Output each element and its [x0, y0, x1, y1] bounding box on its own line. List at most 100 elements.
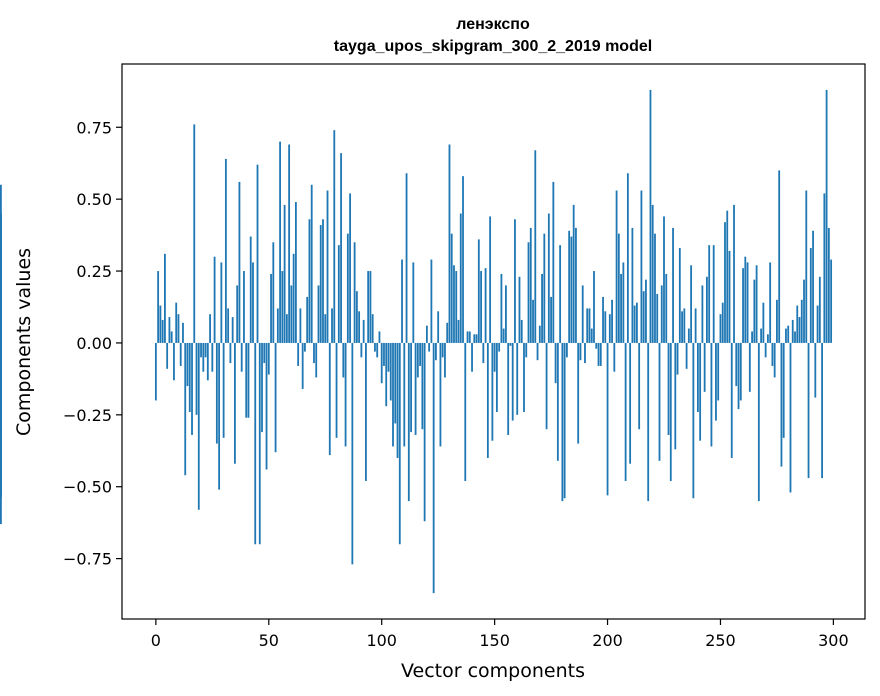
- bar: [224, 158, 227, 343]
- bar: [687, 328, 690, 343]
- bar: [367, 271, 370, 343]
- bar: [764, 342, 767, 358]
- bar: [385, 342, 388, 407]
- bar: [620, 273, 622, 343]
- bar: [416, 342, 419, 378]
- bar: [728, 250, 731, 343]
- bar: [733, 204, 735, 343]
- bar: [285, 314, 288, 343]
- bar: [211, 342, 214, 372]
- bar: [827, 227, 830, 343]
- bar: [511, 342, 514, 421]
- bar: [272, 242, 275, 343]
- bar: [360, 342, 363, 358]
- bar: [439, 342, 442, 447]
- bar: [636, 302, 638, 343]
- bar: [794, 331, 796, 343]
- bar: [547, 213, 550, 343]
- bar: [371, 314, 374, 343]
- bar: [398, 342, 401, 545]
- bar: [730, 342, 733, 458]
- bar: [342, 342, 345, 378]
- bar: [333, 130, 336, 343]
- bar: [552, 181, 555, 343]
- bar: [261, 342, 263, 433]
- bar: [696, 342, 699, 412]
- y-tick-label: −0.25: [63, 406, 112, 425]
- bar: [674, 342, 677, 450]
- bar: [317, 285, 320, 343]
- bar: [215, 342, 218, 444]
- bar: [209, 314, 211, 343]
- bar: [294, 202, 297, 343]
- bar: [220, 262, 223, 343]
- bar: [378, 331, 381, 343]
- bar: [581, 285, 584, 343]
- bar: [823, 193, 826, 343]
- bar: [665, 273, 668, 343]
- bar: [396, 342, 399, 458]
- bar: [482, 342, 485, 364]
- bar: [626, 173, 629, 343]
- bar: [800, 299, 803, 343]
- bar: [760, 328, 763, 343]
- bar: [195, 342, 198, 415]
- bar: [782, 342, 785, 438]
- bar: [678, 248, 681, 343]
- bar: [349, 193, 351, 343]
- bar: [715, 342, 717, 421]
- bar: [651, 204, 654, 343]
- bar: [362, 319, 365, 343]
- bar: [157, 271, 160, 343]
- bar: [495, 342, 498, 412]
- bar: [200, 342, 202, 358]
- bar: [825, 89, 828, 343]
- bar: [563, 342, 566, 499]
- bar: [351, 342, 354, 565]
- bar: [527, 242, 530, 343]
- bar: [319, 225, 322, 343]
- bar: [234, 342, 236, 464]
- bar: [681, 311, 683, 343]
- bar: [407, 342, 410, 502]
- bar: [159, 305, 162, 343]
- x-tick-label: 100: [366, 631, 397, 650]
- bar: [523, 342, 525, 412]
- bar: [724, 222, 726, 343]
- bar: [649, 89, 652, 343]
- bar: [744, 256, 747, 343]
- bar: [541, 273, 543, 343]
- bar: [676, 342, 679, 375]
- y-axis-ticks: −0.75 −0.50 −0.25 0.00 0.25 0.50 0.75: [63, 118, 122, 569]
- bar: [656, 294, 659, 343]
- bar: [532, 299, 534, 343]
- bar: [575, 227, 577, 343]
- bar: [550, 296, 552, 343]
- bar: [425, 325, 428, 343]
- bar: [593, 271, 595, 343]
- bar: [663, 216, 665, 343]
- bar: [437, 311, 440, 343]
- bar: [615, 190, 618, 343]
- bar: [545, 342, 548, 430]
- bar: [353, 242, 356, 343]
- bar: [0, 288, 2, 343]
- y-tick-label: 0.50: [76, 190, 112, 209]
- bar: [710, 342, 713, 447]
- bar: [785, 328, 787, 343]
- bar: [288, 144, 291, 343]
- bar: [816, 305, 819, 343]
- y-tick-label: 0.75: [76, 118, 112, 137]
- bar: [525, 342, 528, 358]
- bar: [706, 276, 708, 343]
- bar: [798, 317, 801, 343]
- bar: [520, 319, 523, 343]
- bar: [830, 259, 833, 343]
- bar: [769, 262, 772, 343]
- bar: [310, 184, 313, 343]
- bar: [514, 219, 516, 343]
- bar: [748, 342, 751, 392]
- bar: [561, 342, 564, 502]
- bar: [419, 342, 422, 366]
- bar: [480, 271, 482, 343]
